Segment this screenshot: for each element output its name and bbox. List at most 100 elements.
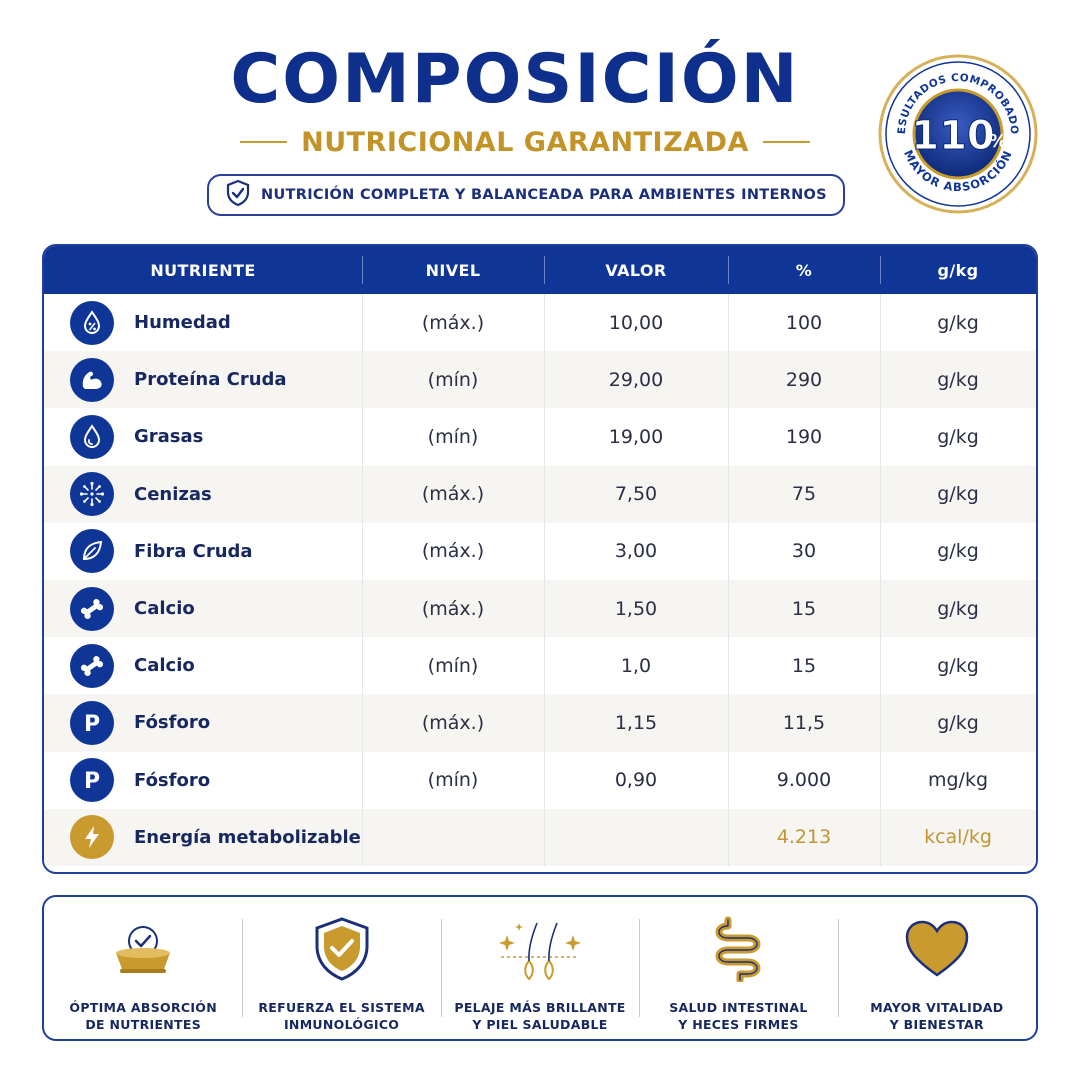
value-cell: 1,15 [544, 694, 728, 752]
nutrient-cell: Calcio [44, 580, 362, 637]
table-row: Fibra Cruda (máx.) 3,00 30 g/kg [44, 522, 1036, 581]
unit-cell: g/kg [880, 637, 1036, 695]
header-percent: % [728, 246, 880, 294]
table-row: Calcio (máx.) 1,50 15 g/kg [44, 579, 1036, 638]
unit-cell: g/kg [880, 351, 1036, 409]
value-cell: 0,90 [544, 751, 728, 809]
svg-text:P: P [84, 712, 100, 736]
muscle-arm-icon [70, 357, 114, 402]
level-cell: (máx.) [362, 522, 544, 581]
benefit-line1: MAYOR VITALIDAD [870, 1000, 1004, 1015]
bone-icon [70, 586, 114, 631]
benefit-line2: Y BIENESTAR [889, 1017, 984, 1032]
page-subtitle: NUTRICIONAL GARANTIZADA [301, 126, 749, 158]
value-cell: 1,50 [544, 579, 728, 638]
nutrition-table: NUTRIENTE NIVEL VALOR % g/kg Humedad (má… [42, 244, 1038, 874]
unit-cell: kcal/kg [880, 808, 1036, 867]
percent-cell: 290 [728, 351, 880, 409]
heart-icon [904, 911, 970, 987]
unit-cell: g/kg [880, 579, 1036, 638]
subtitle-row: NUTRICIONAL GARANTIZADA [240, 122, 810, 162]
absorption-badge: RESULTADOS COMPROBADOS MAYOR ABSORCIÓN 1… [873, 44, 1039, 215]
table-row: Energía metabolizable 4.213 kcal/kg [44, 808, 1036, 867]
table-row: Grasas (mín) 19,00 190 g/kg [44, 408, 1036, 466]
hair-sparkle-icon [495, 911, 585, 987]
benefit-line2: Y PIEL SALUDABLE [472, 1017, 608, 1032]
nutrient-cell: Calcio [44, 637, 362, 694]
value-cell: 10,00 [544, 294, 728, 352]
nutrient-cell: Proteína Cruda [44, 351, 362, 408]
level-cell: (máx.) [362, 579, 544, 638]
page-title: COMPOSICIÓN [230, 40, 800, 119]
subtitle-rule-left [240, 141, 288, 143]
unit-cell: g/kg [880, 694, 1036, 752]
tagline-pill: NUTRICIÓN COMPLETA Y BALANCEADA PARA AMB… [207, 174, 845, 216]
value-cell [544, 808, 728, 867]
svg-text:P: P [84, 769, 100, 793]
unit-cell: mg/kg [880, 751, 1036, 809]
percent-cell: 30 [728, 522, 880, 581]
benefit-item: SALUD INTESTINAL Y HECES FIRMES [639, 897, 837, 1039]
benefits-bar: ÓPTIMA ABSORCIÓN DE NUTRIENTES REFUERZA … [42, 895, 1038, 1041]
level-cell: (mín) [362, 351, 544, 409]
nutrient-name: Humedad [134, 312, 231, 334]
percent-cell: 190 [728, 408, 880, 466]
benefit-item: REFUERZA EL SISTEMA INMUNOLÓGICO [242, 897, 440, 1039]
phosphorus-p-icon: P [70, 758, 114, 803]
nutrient-cell: Humedad [44, 294, 362, 351]
nutrient-name: Grasas [134, 426, 204, 448]
benefit-line1: REFUERZA EL SISTEMA [258, 1000, 425, 1015]
table-row: Cenizas (máx.) 7,50 75 g/kg [44, 465, 1036, 523]
shield-check-icon [312, 911, 372, 987]
percent-cell: 4.213 [728, 808, 880, 867]
badge-percent: % [989, 131, 1007, 152]
nutrient-cell: Energía metabolizable [44, 809, 362, 866]
percent-cell: 9.000 [728, 751, 880, 809]
lightning-bolt-icon [70, 815, 114, 860]
unit-cell: g/kg [880, 294, 1036, 352]
table-row: Humedad (máx.) 10,00 100 g/kg [44, 294, 1036, 352]
benefit-line2: INMUNOLÓGICO [283, 1017, 400, 1032]
benefit-line1: ÓPTIMA ABSORCIÓN [69, 1000, 217, 1015]
level-cell: (mín) [362, 637, 544, 695]
value-cell: 3,00 [544, 522, 728, 581]
percent-cell: 11,5 [728, 694, 880, 752]
value-cell: 29,00 [544, 351, 728, 409]
header-nutriente: NUTRIENTE [150, 260, 256, 280]
table-header: NUTRIENTE NIVEL VALOR % g/kg [44, 246, 1036, 294]
nutrient-name: Fibra Cruda [134, 540, 253, 562]
percent-cell: 15 [728, 579, 880, 638]
nutrient-cell: Fibra Cruda [44, 523, 362, 580]
subtitle-rule-right [762, 141, 810, 143]
badge-value: 110 [911, 113, 995, 159]
nutrient-name: Fósforo [134, 769, 211, 791]
level-cell: (mín) [362, 408, 544, 466]
tagline-text: NUTRICIÓN COMPLETA Y BALANCEADA PARA AMB… [261, 187, 827, 203]
minerals-burst-icon [70, 472, 114, 517]
intestine-icon [710, 911, 766, 987]
oil-drop-icon [70, 414, 114, 459]
nutrient-name: Calcio [134, 655, 195, 677]
shield-check-icon [225, 179, 251, 211]
nutrient-name: Calcio [134, 598, 195, 620]
water-drop-percent-icon [70, 300, 114, 345]
benefit-item: ÓPTIMA ABSORCIÓN DE NUTRIENTES [44, 897, 242, 1039]
level-cell: (máx.) [362, 694, 544, 752]
nutrient-cell: P Fósforo [44, 752, 362, 809]
value-cell: 7,50 [544, 465, 728, 523]
header-valor: VALOR [544, 246, 728, 294]
food-bowl-check-icon [108, 911, 178, 987]
benefit-line1: SALUD INTESTINAL [669, 1000, 808, 1015]
level-cell: (mín) [362, 751, 544, 809]
benefit-item: PELAJE MÁS BRILLANTE Y PIEL SALUDABLE [440, 897, 639, 1039]
level-cell: (máx.) [362, 465, 544, 523]
benefit-line2: Y HECES FIRMES [678, 1017, 799, 1032]
percent-cell: 100 [728, 294, 880, 352]
table-row: Calcio (mín) 1,0 15 g/kg [44, 637, 1036, 695]
benefit-line1: PELAJE MÁS BRILLANTE [454, 1000, 626, 1015]
nutrient-name: Proteína Cruda [134, 369, 287, 391]
header-unit: g/kg [880, 246, 1036, 294]
header-nivel: NIVEL [362, 246, 544, 294]
benefit-line2: DE NUTRIENTES [85, 1017, 202, 1032]
table-row: Proteína Cruda (mín) 29,00 290 g/kg [44, 351, 1036, 409]
